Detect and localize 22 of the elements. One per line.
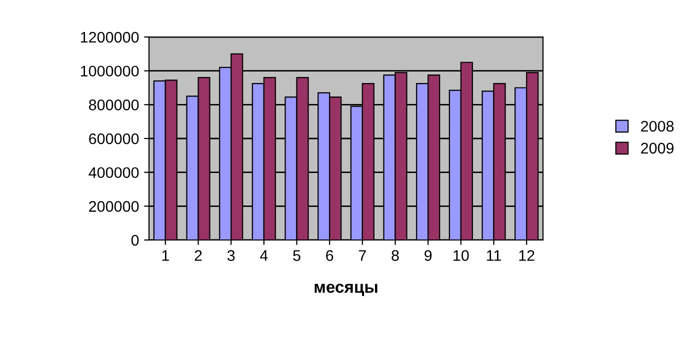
x-tick-label: 11 — [486, 250, 501, 261]
y-tick-label: 400000 — [88, 167, 139, 178]
legend-label: 2008 — [641, 120, 674, 132]
y-tick-label: 0 — [131, 234, 139, 246]
x-tick-label: 1 — [162, 250, 169, 261]
y-tick-label: 200000 — [89, 201, 139, 212]
x-tick-label: 2 — [194, 250, 202, 261]
y-tick-label: 800000 — [88, 100, 139, 110]
legend-label: 2009 — [641, 142, 674, 154]
x-tick-label: 12 — [519, 250, 534, 261]
x-axis-title: месяцы — [314, 284, 378, 296]
x-tick-label: 5 — [293, 250, 300, 261]
x-tick-label: 6 — [326, 250, 334, 261]
x-tick-label: 7 — [358, 250, 366, 261]
x-tick-label: 10 — [454, 250, 469, 261]
x-tick-label: 8 — [392, 250, 399, 261]
y-tick-label: 1200000 — [80, 32, 139, 43]
y-tick-label: 600000 — [89, 133, 139, 144]
x-tick-label: 4 — [260, 250, 268, 261]
x-tick-label: 3 — [227, 250, 235, 261]
x-tick-label: 9 — [424, 250, 432, 261]
y-tick-label: 1000000 — [80, 66, 139, 77]
